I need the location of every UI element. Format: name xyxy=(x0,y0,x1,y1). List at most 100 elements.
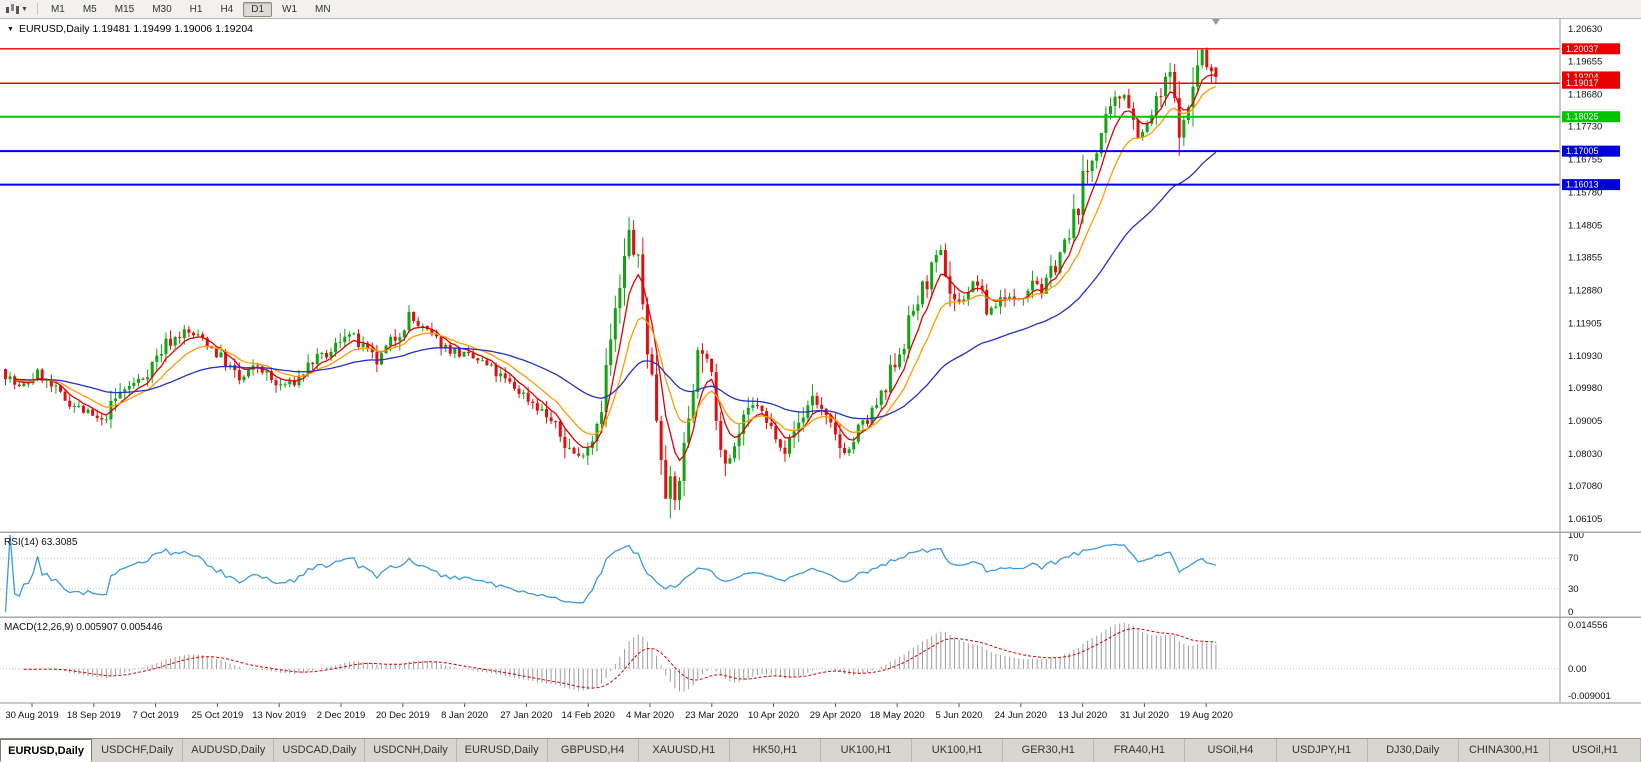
date-tick-label: 31 Jul 2020 xyxy=(1120,710,1169,721)
timeframe-button-m1[interactable]: M1 xyxy=(50,3,65,15)
main-chart-panel[interactable] xyxy=(0,19,1560,519)
price-tick-label: 1.12880 xyxy=(1568,285,1602,296)
symbol-dropdown-icon[interactable]: ▼ xyxy=(7,25,14,33)
svg-text:1.19204: 1.19204 xyxy=(1566,72,1599,82)
price-tick-label: 1.16755 xyxy=(1568,155,1602,166)
ma-fast-line[interactable] xyxy=(14,74,1216,462)
chart-tabs-bar: EURUSD,Daily USDCHF,Daily AUDUSD,Daily USDC… xyxy=(0,738,1641,762)
chart-tab-usdjpy-h1-14[interactable]: USDJPY,H1 xyxy=(1277,739,1368,762)
date-tick-label: 14 Feb 2020 xyxy=(562,710,615,721)
date-tick-label: 13 Jul 2020 xyxy=(1058,710,1107,721)
chart-tab-ger30-h1-11[interactable]: GER30,H1 xyxy=(1003,739,1095,762)
bid-price-label: 1.19204 xyxy=(1562,71,1620,83)
rsi-tick-label: 30 xyxy=(1568,584,1579,595)
timeframe-button-h1[interactable]: H1 xyxy=(189,3,203,15)
chart-tab-hk50-h1-8[interactable]: HK50,H1 xyxy=(730,739,821,762)
price-tick-label: 1.15780 xyxy=(1568,187,1602,198)
rsi-label: RSI(14) 63.3085 xyxy=(4,537,78,548)
price-tick-label: 1.17730 xyxy=(1568,122,1602,133)
chart-ohlc-title: EURUSD,Daily 1.19481 1.19499 1.19006 1.1… xyxy=(18,23,254,35)
timeframe-button-w1[interactable]: W1 xyxy=(282,3,298,15)
toolbar-divider xyxy=(36,3,38,15)
svg-text:1.20037: 1.20037 xyxy=(1566,44,1599,54)
macd-tick-label: 0.00 xyxy=(1568,664,1587,675)
chart-window[interactable]: RSI(14) 63.3085 MACD(12,26,9) 0.005907 0.… xyxy=(0,18,1641,738)
timeframe-button-h4[interactable]: H4 xyxy=(220,3,234,15)
date-tick-label: 10 Apr 2020 xyxy=(748,710,799,721)
chart-tab-eurusd-daily-5[interactable]: EURUSD,Daily xyxy=(457,739,548,762)
level-price-label-1.17005: 1.17005 xyxy=(1562,145,1620,157)
price-tick-label: 1.10930 xyxy=(1568,351,1602,362)
price-tick-label: 1.11905 xyxy=(1568,318,1602,329)
candlestick-chart-icon xyxy=(6,4,19,14)
chart-shift-marker-icon xyxy=(1211,19,1220,25)
price-tick-label: 1.09005 xyxy=(1568,416,1602,427)
time-axis[interactable]: 30 Aug 2019 18 Sep 2019 7 Oct 2019 25 Oct 2… xyxy=(5,703,1233,721)
price-tick-label: 1.14805 xyxy=(1568,220,1602,231)
rsi-line xyxy=(4,534,1217,613)
chart-title: ▼ EURUSD,Daily 1.19481 1.19499 1.19006 1… xyxy=(7,23,253,35)
chart-tab-usdchf-daily-1[interactable]: USDCHF,Daily xyxy=(92,739,184,762)
ma-medium-line[interactable] xyxy=(14,86,1217,436)
candlestick-series xyxy=(4,47,1218,519)
price-tick-label: 1.06105 xyxy=(1568,514,1602,525)
price-tick-label: 1.18680 xyxy=(1568,90,1602,101)
chart-tab-uk100-h1-10[interactable]: UK100,H1 xyxy=(912,739,1004,762)
rsi-panel[interactable]: RSI(14) 63.3085 xyxy=(0,534,1560,613)
chevron-down-icon: ▼ xyxy=(21,5,28,13)
chart-canvas[interactable]: RSI(14) 63.3085 MACD(12,26,9) 0.005907 0.… xyxy=(0,18,1641,738)
chart-tab-uk100-h1-9[interactable]: UK100,H1 xyxy=(821,739,913,762)
date-tick-label: 27 Jan 2020 xyxy=(500,710,552,721)
macd-signal-line xyxy=(23,627,1216,689)
date-tick-label: 8 Jan 2020 xyxy=(441,710,488,721)
svg-text:1.19017: 1.19017 xyxy=(1566,78,1599,88)
level-price-label-1.16013: 1.16013 xyxy=(1562,179,1620,191)
timeframe-button-d1[interactable]: D1 xyxy=(243,1,273,17)
date-tick-label: 18 May 2020 xyxy=(870,710,925,721)
panel-splitter-macd[interactable] xyxy=(0,616,1641,619)
timeframe-button-m5[interactable]: M5 xyxy=(82,3,97,15)
svg-text:1.18025: 1.18025 xyxy=(1566,112,1599,122)
date-tick-label: 23 Mar 2020 xyxy=(685,710,738,721)
chart-tab-usoil-h1-17[interactable]: USOil,H1 xyxy=(1550,739,1641,762)
chart-tab-eurusd-daily-0[interactable]: EURUSD,Daily xyxy=(0,739,93,762)
price-tick-label: 1.19655 xyxy=(1568,57,1602,68)
price-tick-label: 1.07080 xyxy=(1568,481,1602,492)
date-tick-label: 4 Mar 2020 xyxy=(626,710,674,721)
ma-slow-line[interactable] xyxy=(14,151,1217,420)
macd-panel[interactable]: MACD(12,26,9) 0.005907 0.005446 xyxy=(0,622,1560,692)
chart-tab-usdcnh-daily-4[interactable]: USDCNH,Daily xyxy=(365,739,457,762)
price-tick-label: 1.20630 xyxy=(1568,24,1602,35)
date-tick-label: 7 Oct 2019 xyxy=(132,710,178,721)
chart-tab-usdcad-daily-3[interactable]: USDCAD,Daily xyxy=(274,739,366,762)
macd-tick-label: -0.009001 xyxy=(1568,691,1611,702)
chart-type-icon[interactable]: ▼ xyxy=(0,1,33,17)
date-tick-label: 24 Jun 2020 xyxy=(995,710,1047,721)
chart-tab-fra40-h1-12[interactable]: FRA40,H1 xyxy=(1094,739,1186,762)
chart-tab-xauusd-h1-7[interactable]: XAUUSD,H1 xyxy=(639,739,730,762)
rsi-tick-label: 100 xyxy=(1568,530,1584,541)
chart-tab-usoil-h4-13[interactable]: USOil,H4 xyxy=(1185,739,1277,762)
price-tick-label: 1.09980 xyxy=(1568,383,1602,394)
rsi-tick-label: 0 xyxy=(1568,607,1573,618)
timeframe-toolbar: ▼ M1 M5 M15 M30 H1 H4 D1 W1 MN xyxy=(0,0,1641,19)
rsi-tick-label: 70 xyxy=(1568,553,1579,564)
date-tick-label: 5 Jun 2020 xyxy=(935,710,982,721)
timeframe-group: M1 M5 M15 M30 H1 H4 D1 W1 MN xyxy=(42,1,340,17)
date-tick-label: 13 Nov 2019 xyxy=(252,710,306,721)
date-tick-label: 30 Aug 2019 xyxy=(5,710,58,721)
price-scale[interactable]: 1.19204 1.20037 1.19017 1.18025 1.17005 1.160… xyxy=(1562,24,1620,702)
chart-tab-audusd-daily-2[interactable]: AUDUSD,Daily xyxy=(183,739,275,762)
timeframe-button-m30[interactable]: M30 xyxy=(152,3,172,15)
chart-tab-china300-h1-16[interactable]: CHINA300,H1 xyxy=(1459,739,1550,762)
date-tick-label: 25 Oct 2019 xyxy=(192,710,244,721)
price-tick-label: 1.08030 xyxy=(1568,449,1602,460)
timeframe-button-mn[interactable]: MN xyxy=(315,3,331,15)
timeframe-button-m15[interactable]: M15 xyxy=(114,3,135,15)
date-tick-label: 18 Sep 2019 xyxy=(67,710,121,721)
chart-tab-dj30-daily-15[interactable]: DJ30,Daily xyxy=(1368,739,1459,762)
level-price-label-1.20037: 1.20037 xyxy=(1562,43,1620,55)
chart-tab-gbpusd-h4-6[interactable]: GBPUSD,H4 xyxy=(548,739,639,762)
macd-tick-label: 0.014556 xyxy=(1568,620,1608,631)
panel-splitter-rsi[interactable] xyxy=(0,531,1641,534)
